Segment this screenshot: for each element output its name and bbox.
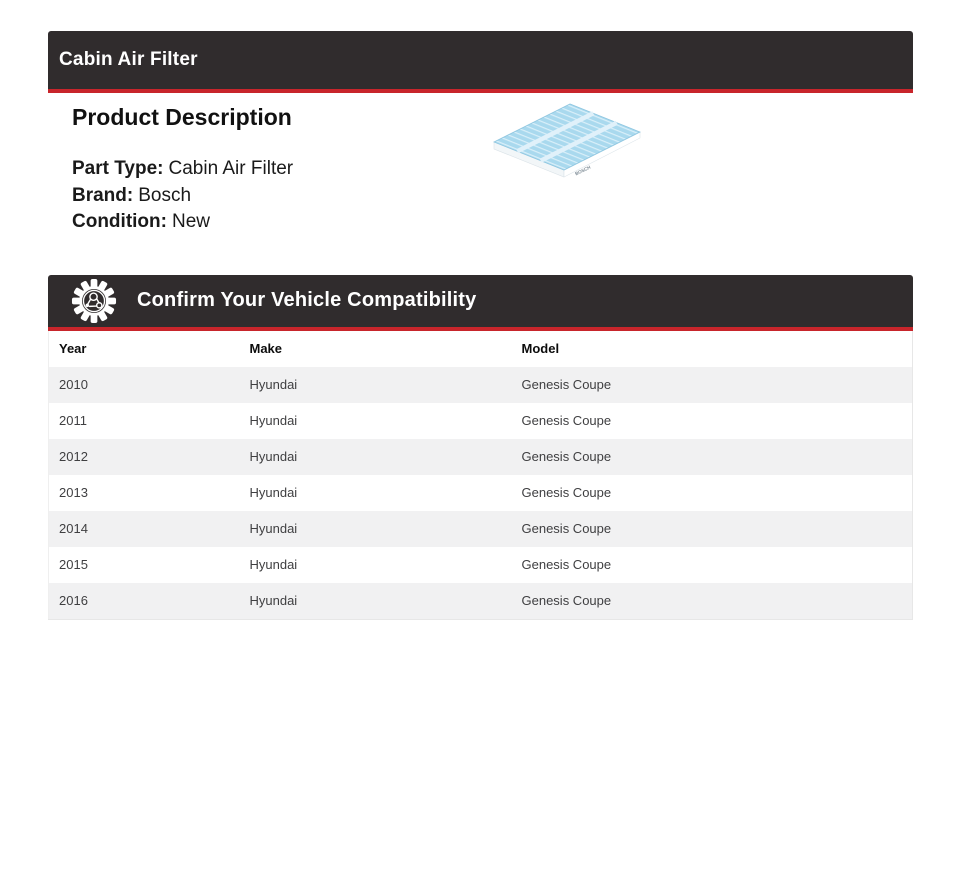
compatibility-title: Confirm Your Vehicle Compatibility — [137, 289, 476, 312]
cell-model: Genesis Coupe — [512, 547, 913, 583]
table-row: 2016 Hyundai Genesis Coupe — [49, 583, 913, 620]
gear-icon — [71, 278, 117, 324]
table-row: 2012 Hyundai Genesis Coupe — [49, 439, 913, 475]
cell-year: 2013 — [49, 475, 240, 511]
table-row: 2011 Hyundai Genesis Coupe — [49, 403, 913, 439]
compatibility-header-bar: Confirm Your Vehicle Compatibility — [48, 275, 913, 331]
cell-model: Genesis Coupe — [512, 367, 913, 403]
column-header-year: Year — [49, 331, 240, 367]
cell-model: Genesis Coupe — [512, 439, 913, 475]
attribute-label: Part Type: — [72, 158, 164, 179]
cabin-air-filter-illustration: BOSCH — [490, 100, 660, 210]
cell-make: Hyundai — [240, 547, 512, 583]
cell-make: Hyundai — [240, 403, 512, 439]
cell-year: 2016 — [49, 583, 240, 620]
column-header-model: Model — [512, 331, 913, 367]
cell-model: Genesis Coupe — [512, 583, 913, 620]
product-title-bar: Cabin Air Filter — [48, 31, 913, 93]
table-row: 2010 Hyundai Genesis Coupe — [49, 367, 913, 403]
attribute-value: New — [172, 211, 210, 232]
compatibility-table: Year Make Model 2010 Hyundai Genesis Cou… — [48, 331, 913, 620]
attribute-value: Cabin Air Filter — [169, 158, 294, 179]
cell-make: Hyundai — [240, 583, 512, 620]
column-header-make: Make — [240, 331, 512, 367]
table-row: 2015 Hyundai Genesis Coupe — [49, 547, 913, 583]
table-row: 2013 Hyundai Genesis Coupe — [49, 475, 913, 511]
product-title: Cabin Air Filter — [59, 49, 198, 71]
cell-make: Hyundai — [240, 439, 512, 475]
cell-make: Hyundai — [240, 367, 512, 403]
attribute-value: Bosch — [138, 185, 191, 206]
attribute-label: Brand: — [72, 185, 133, 206]
cell-make: Hyundai — [240, 511, 512, 547]
table-header-row: Year Make Model — [49, 331, 913, 367]
cell-year: 2015 — [49, 547, 240, 583]
cell-year: 2014 — [49, 511, 240, 547]
cell-make: Hyundai — [240, 475, 512, 511]
listing-page: Cabin Air Filter Product Description Par… — [48, 31, 913, 620]
attribute-condition: Condition:New — [72, 209, 913, 236]
cell-year: 2011 — [49, 403, 240, 439]
cell-year: 2010 — [49, 367, 240, 403]
product-image: BOSCH — [490, 100, 660, 210]
attribute-label: Condition: — [72, 211, 167, 232]
cell-year: 2012 — [49, 439, 240, 475]
cell-model: Genesis Coupe — [512, 475, 913, 511]
cell-model: Genesis Coupe — [512, 403, 913, 439]
cell-model: Genesis Coupe — [512, 511, 913, 547]
table-row: 2014 Hyundai Genesis Coupe — [49, 511, 913, 547]
